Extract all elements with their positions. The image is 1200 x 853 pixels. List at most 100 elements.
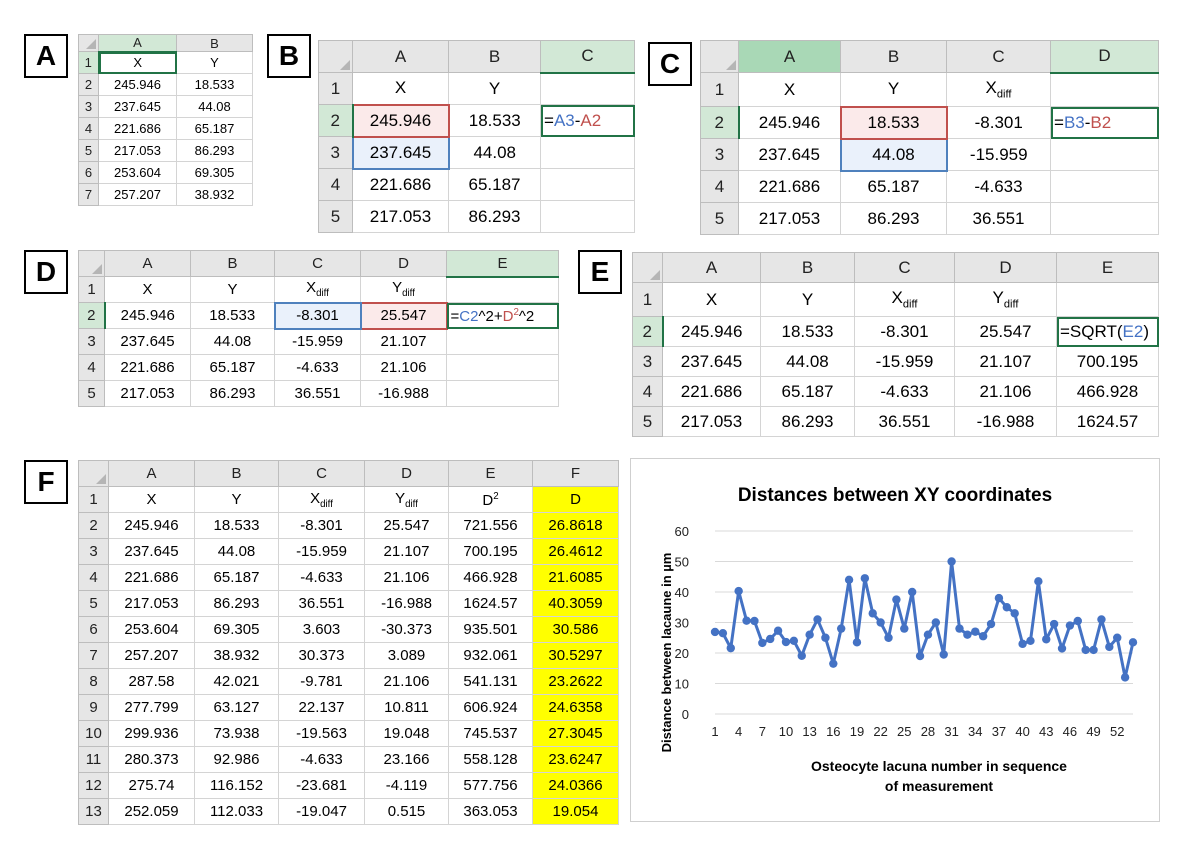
row-header[interactable]: 5	[632, 406, 663, 437]
cell[interactable]: -30.373	[364, 616, 449, 643]
cell[interactable]: 245.946	[738, 106, 841, 139]
cell[interactable]: 221.686	[662, 376, 761, 407]
cell[interactable]: 466.928	[1056, 376, 1159, 407]
row-header[interactable]: 2	[318, 104, 354, 137]
cell[interactable]: X	[738, 72, 841, 107]
cell[interactable]	[1050, 170, 1159, 203]
cell[interactable]: 10.811	[364, 694, 449, 721]
row-header[interactable]: 3	[78, 328, 105, 355]
select-all-corner[interactable]	[700, 40, 739, 73]
column-header-a[interactable]: A	[104, 250, 191, 277]
column-header-e[interactable]: E	[448, 460, 533, 487]
row-header[interactable]: 5	[318, 200, 353, 233]
row-header[interactable]: 1	[318, 72, 353, 105]
cell[interactable]: D2	[448, 486, 533, 513]
cell[interactable]: 112.033	[194, 798, 279, 825]
distance-cell[interactable]: 24.0366	[532, 772, 619, 799]
cell[interactable]: Xdiff	[278, 486, 365, 513]
row-header[interactable]: 4	[632, 376, 663, 407]
column-header-c[interactable]: C	[946, 40, 1051, 73]
cell[interactable]: -19.563	[278, 720, 365, 747]
cell[interactable]: -8.301	[946, 106, 1051, 139]
column-header-a[interactable]: A	[108, 460, 195, 487]
select-all-corner[interactable]	[78, 250, 105, 277]
cell[interactable]: 38.932	[176, 183, 253, 206]
cell[interactable]: 42.021	[194, 668, 279, 695]
cell[interactable]: 253.604	[108, 616, 195, 643]
row-header[interactable]: 1	[632, 282, 663, 317]
row-header[interactable]: 4	[318, 168, 353, 201]
cell[interactable]: 18.533	[760, 316, 855, 347]
row-header[interactable]: 13	[78, 798, 109, 825]
cell[interactable]: 277.799	[108, 694, 195, 721]
row-header[interactable]: 11	[78, 746, 109, 773]
row-header[interactable]: 1	[78, 486, 109, 513]
cell[interactable]: 44.08	[760, 346, 855, 377]
column-header-d[interactable]: D	[360, 250, 447, 277]
cell[interactable]: 606.924	[448, 694, 533, 721]
cell[interactable]: 245.946	[98, 73, 177, 96]
cell[interactable]: -16.988	[954, 406, 1057, 437]
row-header[interactable]: 2	[632, 316, 664, 347]
cell[interactable]: 65.187	[194, 564, 279, 591]
column-header-e[interactable]: E	[446, 250, 559, 278]
column-header-b[interactable]: B	[448, 40, 541, 73]
row-header[interactable]: 6	[78, 161, 99, 184]
column-header-c[interactable]: C	[854, 252, 955, 283]
cell[interactable]: -15.959	[854, 346, 955, 377]
cell[interactable]: 30.373	[278, 642, 365, 669]
cell[interactable]: 116.152	[194, 772, 279, 799]
cell[interactable]: 36.551	[278, 590, 365, 617]
cell[interactable]	[1050, 72, 1159, 107]
cell[interactable]: 63.127	[194, 694, 279, 721]
distance-cell[interactable]: 24.6358	[532, 694, 619, 721]
cell[interactable]: Ydiff	[360, 276, 447, 303]
cell[interactable]: -4.633	[946, 170, 1051, 203]
column-header-f[interactable]: F	[532, 460, 619, 487]
cell[interactable]: 36.551	[274, 380, 361, 407]
cell[interactable]: 221.686	[98, 117, 177, 140]
formula-cell[interactable]: =SQRT(E2)	[1056, 316, 1159, 347]
formula-cell[interactable]: =C2^2+D2^2	[446, 302, 559, 329]
cell[interactable]: -16.988	[360, 380, 447, 407]
row-header[interactable]: 3	[700, 138, 739, 171]
cell[interactable]	[540, 200, 635, 233]
cell[interactable]: 252.059	[108, 798, 195, 825]
cell[interactable]: -15.959	[946, 138, 1051, 171]
cell[interactable]: 65.187	[176, 117, 253, 140]
cell[interactable]: 253.604	[98, 161, 177, 184]
row-header[interactable]: 7	[78, 183, 99, 206]
cell[interactable]: 18.533	[190, 302, 275, 329]
cell[interactable]: -9.781	[278, 668, 365, 695]
column-header-b[interactable]: B	[190, 250, 275, 277]
cell[interactable]: -4.119	[364, 772, 449, 799]
cell[interactable]: 217.053	[104, 380, 191, 407]
cell[interactable]: 21.106	[360, 354, 447, 381]
cell-referenced[interactable]: 18.533	[839, 105, 948, 140]
row-header[interactable]: 5	[78, 139, 99, 162]
cell-referenced[interactable]: 44.08	[839, 137, 948, 172]
cell[interactable]: 935.501	[448, 616, 533, 643]
cell[interactable]: 92.986	[194, 746, 279, 773]
cell[interactable]: 721.556	[448, 512, 533, 539]
column-header-a[interactable]: A	[662, 252, 761, 283]
cell[interactable]: 44.08	[190, 328, 275, 355]
cell[interactable]: 36.551	[854, 406, 955, 437]
cell[interactable]: 44.08	[194, 538, 279, 565]
row-header[interactable]: 1	[78, 51, 100, 74]
cell[interactable]: 86.293	[448, 200, 541, 233]
cell[interactable]: Y	[840, 72, 947, 107]
cell[interactable]: 221.686	[104, 354, 191, 381]
cell[interactable]: 21.107	[364, 538, 449, 565]
cell[interactable]: 466.928	[448, 564, 533, 591]
cell[interactable]: 86.293	[194, 590, 279, 617]
cell[interactable]: 86.293	[760, 406, 855, 437]
row-header[interactable]: 1	[78, 276, 105, 303]
cell[interactable]: 69.305	[194, 616, 279, 643]
cell[interactable]: 577.756	[448, 772, 533, 799]
row-header[interactable]: 7	[78, 642, 109, 669]
cell[interactable]	[540, 72, 635, 105]
cell[interactable]: 217.053	[352, 200, 449, 233]
cell[interactable]: 217.053	[108, 590, 195, 617]
cell[interactable]: 73.938	[194, 720, 279, 747]
